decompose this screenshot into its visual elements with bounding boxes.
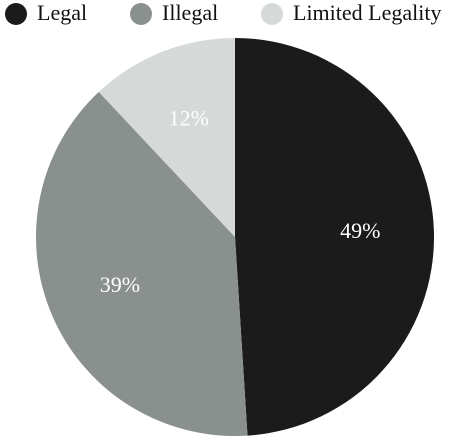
legend-label: Legal [37,0,87,25]
pie-slice [98,38,236,237]
legend-label: Illegal [162,0,218,25]
legend-marker [5,3,27,25]
pie-slice [235,38,434,436]
slice-label: 49% [340,218,380,243]
legend-label: Limited Legality [293,0,441,25]
legend-marker [261,3,283,25]
legend-marker [130,3,152,25]
slice-label: 39% [100,272,140,297]
slice-label: 12% [169,105,209,130]
pie-slice [35,91,248,436]
